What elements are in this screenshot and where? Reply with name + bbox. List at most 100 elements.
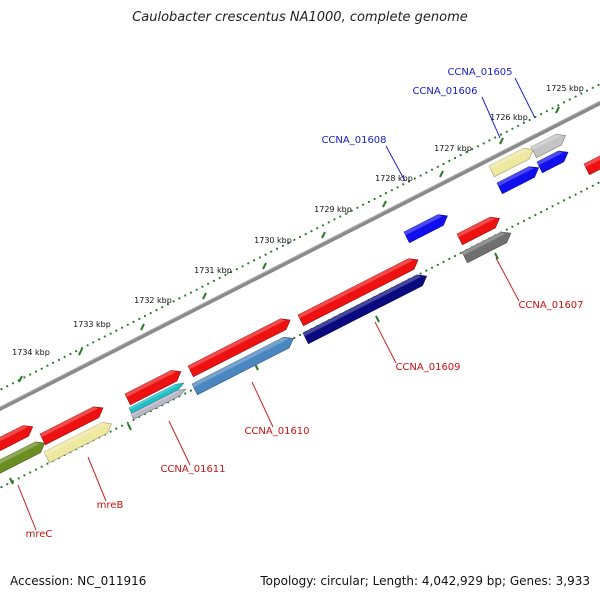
gene-label[interactable]: mreC: [26, 529, 53, 540]
feature-ccna01606-top[interactable]: [488, 147, 534, 178]
leader-line: [87, 456, 107, 502]
outer-tick-dot: [350, 209, 353, 212]
topology-summary: Topology: circular; Length: 4,042,929 bp…: [260, 574, 590, 588]
feature-ccna01610-top[interactable]: [187, 318, 291, 378]
outer-tick-dot: [585, 89, 589, 92]
outer-tick-dot: [11, 382, 15, 385]
tick-label: 1734 kbp: [12, 348, 50, 357]
feature-mreC-top[interactable]: [0, 425, 34, 461]
feature-mreB[interactable]: [43, 422, 112, 464]
gene-label[interactable]: CCNA_01610: [244, 426, 309, 437]
feature-ccna01606[interactable]: [496, 166, 540, 195]
tick-mark: [499, 137, 504, 145]
outer-tick-dot: [413, 177, 416, 180]
inner-tick-dot: [442, 260, 445, 263]
feature-ccna01609-top[interactable]: [297, 258, 419, 327]
outer-tick-dot: [0, 388, 3, 391]
outer-tick-dot: [517, 124, 520, 127]
outer-tick-dot: [109, 332, 112, 335]
leader-line: [168, 420, 191, 466]
gene-label[interactable]: mreB: [97, 500, 124, 511]
feature-ccna01611-cyan[interactable]: [128, 382, 185, 414]
gene-label[interactable]: CCNA_01608: [321, 135, 386, 146]
backbone-highlight: [0, 100, 600, 408]
outer-tick-dot: [172, 300, 175, 303]
outer-tick-dot: [92, 341, 95, 344]
tick-mark: [321, 231, 326, 239]
feature-mreB-top[interactable]: [39, 406, 104, 446]
accession-text: Accession: NC_011916: [10, 574, 147, 588]
inner-tick-dot: [505, 228, 508, 231]
tick-label: 1725 kbp: [546, 84, 584, 93]
outer-tick-dot: [430, 168, 434, 171]
leader-line: [17, 484, 37, 531]
tick-label: 1732 kbp: [134, 296, 172, 305]
outer-tick-dot: [442, 162, 445, 165]
outer-tick-dot: [528, 118, 531, 122]
feature-ccna01607[interactable]: [461, 231, 512, 264]
outer-tick-dot: [40, 367, 43, 370]
outer-tick-dot: [270, 250, 273, 253]
feature-ccna01605[interactable]: [536, 150, 569, 174]
outer-tick-dot: [471, 148, 474, 151]
outer-tick-dot: [46, 364, 49, 367]
gene-label[interactable]: CCNA_01606: [412, 86, 477, 97]
outer-tick-dot: [103, 335, 106, 338]
inner-tick-dot: [293, 336, 296, 339]
position-ticks: 1725 kbp 1726 kbp 1727 kbp 1728 kbp 1729 kbp…: [9, 84, 584, 485]
outer-tick-dot: [333, 218, 336, 221]
outer-tick-dot: [207, 282, 210, 285]
outer-tick-dot: [563, 101, 566, 104]
inner-tick-dot: [29, 471, 32, 474]
feature-ccna01610[interactable]: [191, 336, 294, 396]
inner-tick-dot: [436, 263, 439, 266]
inner-tick-dot: [557, 202, 560, 205]
outer-tick-dot: [6, 385, 9, 388]
outer-tick-dot: [235, 268, 238, 271]
gene-features: [0, 133, 600, 481]
leader-line: [495, 257, 520, 302]
inner-tick-dot: [0, 486, 3, 489]
inner-tick-dot: [540, 211, 543, 214]
gene-label[interactable]: CCNA_01605: [447, 67, 512, 78]
inner-tick-dot: [568, 196, 571, 199]
feature-ccna01611-grey[interactable]: [130, 388, 187, 420]
backbone-line: [0, 100, 600, 412]
outer-tick-dot: [488, 139, 491, 142]
outer-tick-dot: [390, 189, 393, 192]
feature-ccna01611-top[interactable]: [124, 370, 182, 406]
inner-tick-dot: [189, 389, 192, 392]
tick-label: 1728 kbp: [375, 174, 413, 183]
outer-tick-dot: [321, 224, 325, 227]
outer-tick-dot: [448, 159, 451, 162]
outer-tick-dot: [275, 247, 279, 250]
tick-mark: [78, 348, 83, 356]
outer-tick-dot: [402, 183, 405, 186]
gene-label[interactable]: CCNA_01607: [518, 300, 583, 311]
inner-tick-dot: [425, 269, 428, 272]
outer-tick-dot: [253, 259, 256, 262]
outer-tick-dot: [597, 83, 600, 86]
feature-mreC[interactable]: [0, 441, 46, 481]
backbone: [0, 100, 600, 412]
inner-tick-dot: [419, 272, 422, 275]
feature-ccna01608[interactable]: [403, 214, 448, 244]
feature-edge-red[interactable]: [583, 154, 600, 176]
outer-tick-dot: [316, 227, 319, 230]
feature-ccna01607-top[interactable]: [456, 216, 500, 246]
outer-tick-dot: [574, 95, 577, 98]
outer-tick-dot: [63, 355, 66, 359]
inner-tick-dot: [528, 216, 531, 220]
feature-ccna01609[interactable]: [302, 274, 428, 345]
feature-ccna01605-top[interactable]: [530, 133, 566, 159]
inner-tick-dot: [126, 421, 129, 424]
leader-line: [481, 96, 501, 139]
outer-tick-dot: [178, 297, 181, 300]
outer-tick-dot: [98, 338, 101, 341]
gene-label[interactable]: CCNA_01611: [160, 464, 225, 475]
tick-mark: [9, 477, 14, 485]
outer-tick-dot: [224, 273, 227, 277]
gene-label[interactable]: CCNA_01609: [395, 362, 460, 373]
inner-tick-dot: [120, 424, 124, 427]
outer-tick-dot: [327, 221, 330, 224]
